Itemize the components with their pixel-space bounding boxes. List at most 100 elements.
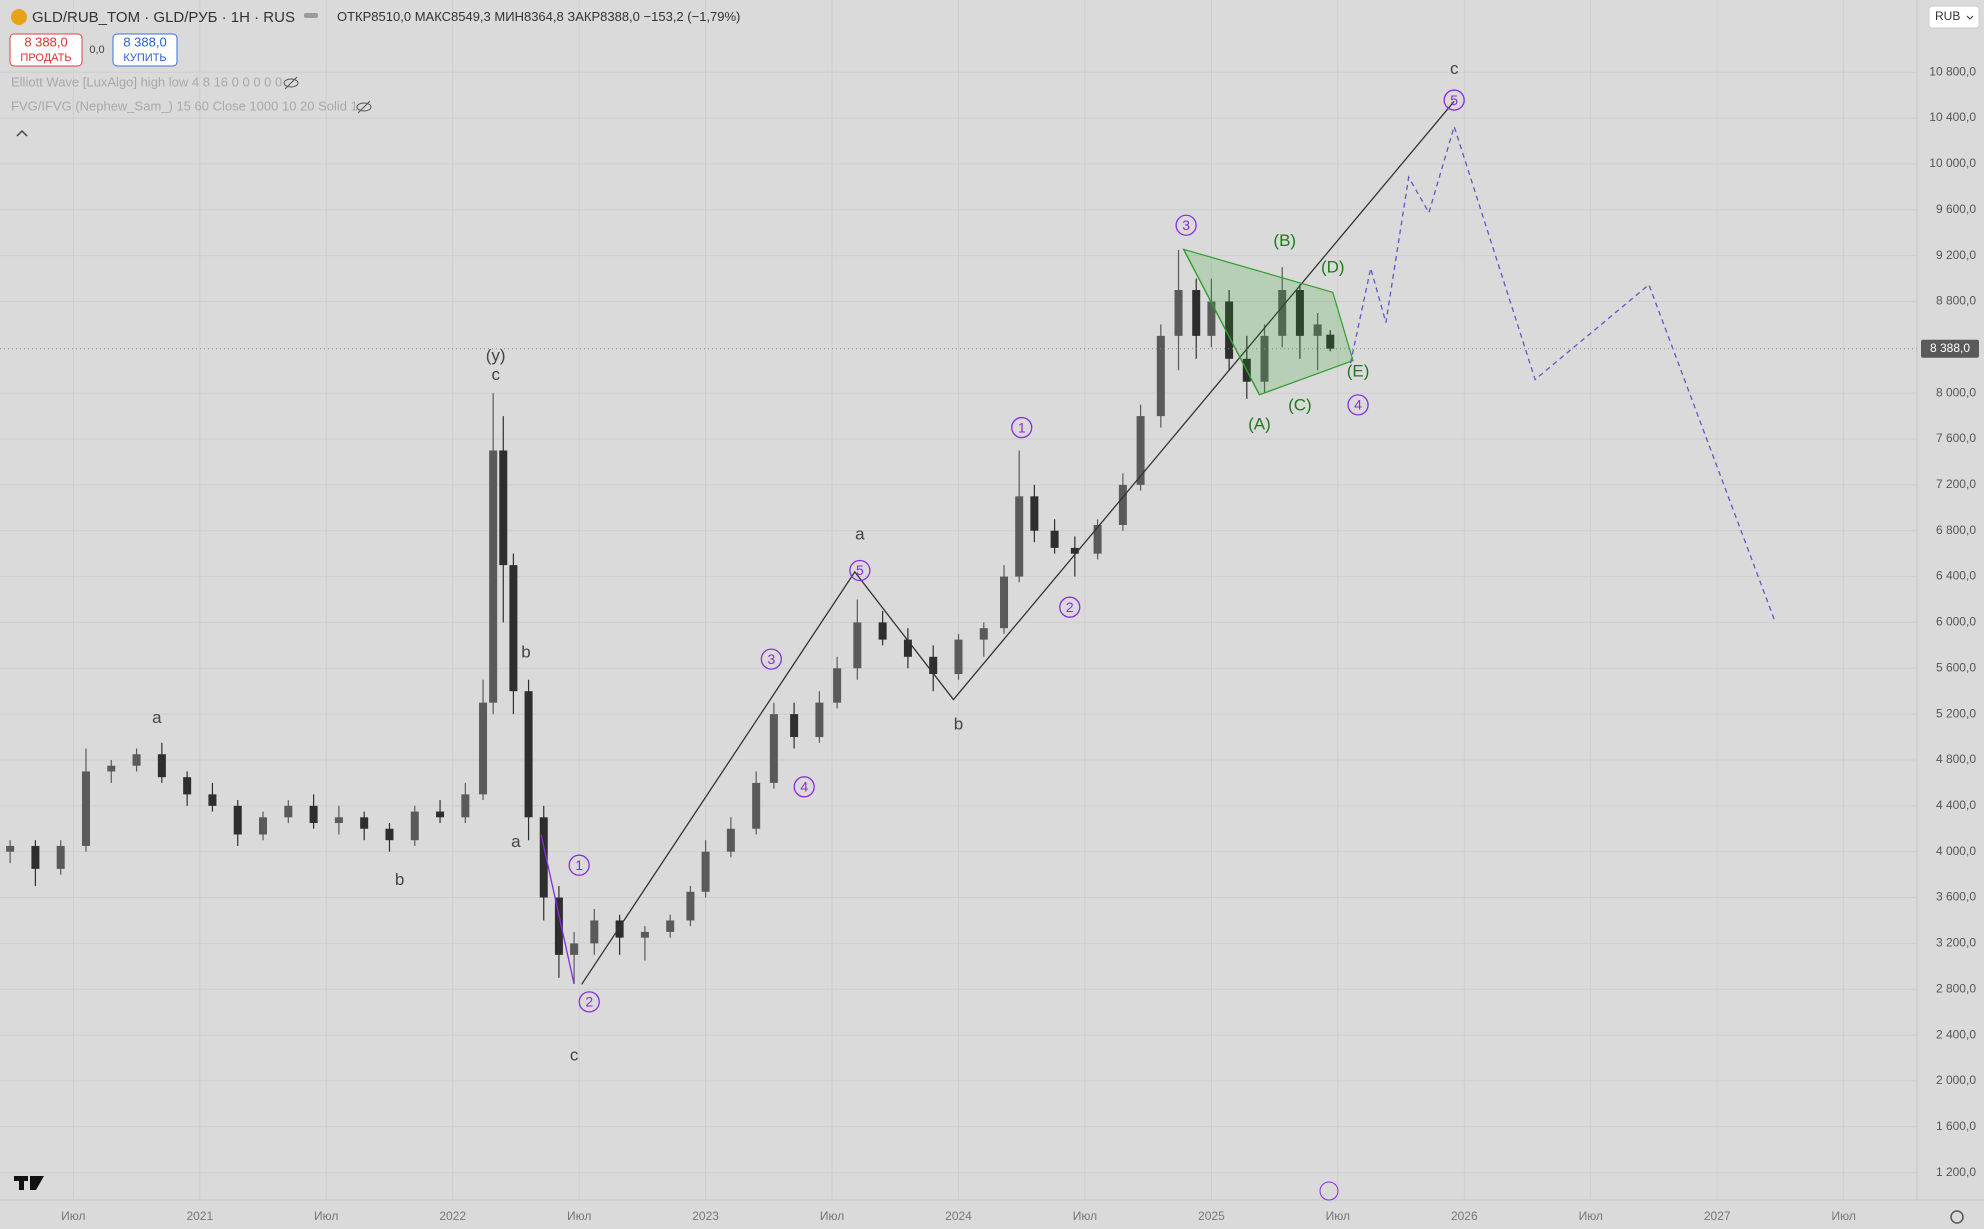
- candle-body: [1030, 496, 1039, 531]
- currency-box[interactable]: [1928, 5, 1980, 29]
- indicator-label[interactable]: Elliott Wave [LuxAlgo] high low 4 8 16 0…: [11, 74, 282, 89]
- y-tick-label: 3 600,0: [1936, 890, 1976, 904]
- y-tick-label: 3 200,0: [1936, 936, 1976, 950]
- symbol[interactable]: GLD/RUB_TOM · GLD/РУБ · 1H · RUS: [32, 9, 295, 26]
- y-tick-label: 6 000,0: [1936, 615, 1976, 629]
- buy-price[interactable]: 8 388,0: [123, 34, 166, 49]
- y-tick-label: 7 600,0: [1936, 431, 1976, 445]
- candle-body: [752, 782, 761, 829]
- indicator-label[interactable]: FVG/IFVG (Nephew_Sam_) 15 60 Close 1000 …: [11, 98, 358, 113]
- price-axis-bg: [1917, 0, 1984, 1229]
- change: −153,2 (−1,79%): [644, 9, 741, 24]
- y-tick-label: 5 600,0: [1936, 660, 1976, 674]
- currency[interactable]: RUB: [1935, 9, 1960, 23]
- wave-label: c: [1450, 59, 1459, 78]
- candle-body: [183, 777, 192, 795]
- candle-body: [929, 656, 938, 675]
- wave-label: 1: [575, 857, 583, 873]
- candle: [686, 886, 695, 927]
- wave-circle: [578, 991, 600, 1013]
- hide-icon[interactable]: [356, 100, 372, 114]
- wave-label: b: [954, 714, 963, 733]
- x-tick-label: Июл: [567, 1209, 591, 1223]
- y-tick-label: 2 400,0: [1936, 1027, 1976, 1041]
- candle: [903, 628, 912, 669]
- candle: [1295, 284, 1304, 359]
- candle: [1207, 278, 1216, 348]
- wave-label: 1: [1018, 419, 1026, 435]
- candle-body: [539, 817, 548, 898]
- wave-label: (B): [1273, 231, 1296, 250]
- event-icon[interactable]: [1319, 1181, 1339, 1201]
- x-tick-label: 2027: [1704, 1209, 1731, 1223]
- eye-slash[interactable]: [284, 76, 298, 90]
- buy-label[interactable]: КУПИТЬ: [123, 52, 166, 64]
- candle-body: [489, 450, 498, 703]
- candle-body: [1295, 290, 1304, 336]
- sell-button[interactable]: 8 388,0 ПРОДАТЬ: [9, 33, 83, 67]
- sell-box[interactable]: [9, 33, 83, 67]
- candle: [1225, 290, 1234, 371]
- eye-icon[interactable]: [356, 102, 372, 112]
- candle: [1260, 324, 1269, 394]
- candle-body: [853, 622, 862, 669]
- currency-select[interactable]: RUB: [1928, 5, 1980, 29]
- candle-body: [686, 891, 695, 921]
- candle-body: [769, 714, 778, 783]
- candle-body: [903, 639, 912, 657]
- candle: [233, 800, 242, 846]
- y-tick-label: 4 000,0: [1936, 844, 1976, 858]
- candle: [208, 782, 217, 812]
- close-value: 8388,0: [600, 9, 640, 24]
- candle: [590, 908, 599, 955]
- candle: [853, 599, 862, 680]
- candle: [570, 931, 579, 984]
- candle-body: [554, 897, 563, 955]
- candle-body: [701, 851, 710, 892]
- y-tick-label: 1 600,0: [1936, 1119, 1976, 1133]
- y-tick-label: 10 800,0: [1929, 64, 1976, 78]
- candle-body: [259, 817, 268, 835]
- candle-body: [509, 565, 518, 692]
- candle: [1192, 278, 1201, 359]
- candle: [1326, 330, 1335, 352]
- y-tick-label: 10 000,0: [1929, 156, 1976, 170]
- candle: [752, 771, 761, 835]
- candle: [640, 926, 649, 961]
- eye-icon[interactable]: [283, 78, 299, 88]
- wave-circle: [1175, 214, 1197, 236]
- candle-body: [479, 702, 488, 795]
- sell-label[interactable]: ПРОДАТЬ: [20, 52, 71, 64]
- wave-label: 4: [1354, 397, 1362, 413]
- candle: [499, 416, 508, 623]
- candle: [360, 811, 369, 841]
- wave-label: 5: [1450, 92, 1458, 108]
- candle: [701, 840, 710, 898]
- candle: [6, 840, 15, 864]
- symbol-logo: [11, 9, 27, 25]
- candle: [615, 914, 624, 955]
- hide-icon[interactable]: [283, 76, 299, 90]
- sell-price[interactable]: 8 388,0: [24, 34, 67, 49]
- buy-button[interactable]: 8 388,0 КУПИТЬ: [112, 33, 178, 67]
- low-label: МИН: [494, 9, 524, 24]
- candle-body: [499, 450, 508, 566]
- wave-line: [581, 100, 1455, 985]
- candle: [833, 656, 842, 709]
- candle: [979, 622, 988, 657]
- dropdown-arrow[interactable]: [1966, 15, 1974, 20]
- candle: [524, 679, 533, 841]
- candle-body: [6, 845, 15, 852]
- candle: [790, 702, 799, 749]
- candle: [385, 823, 394, 852]
- tradingview-logo[interactable]: [14, 1176, 44, 1190]
- eye-slash[interactable]: [357, 100, 371, 114]
- settings-icon[interactable]: [1950, 1210, 1964, 1224]
- candle-body: [208, 794, 217, 806]
- collapse-arrow[interactable]: [16, 129, 28, 137]
- wave-label: b: [395, 870, 404, 889]
- collapse-handle[interactable]: [304, 13, 318, 18]
- candle-body: [385, 828, 394, 841]
- buy-box[interactable]: [112, 33, 178, 67]
